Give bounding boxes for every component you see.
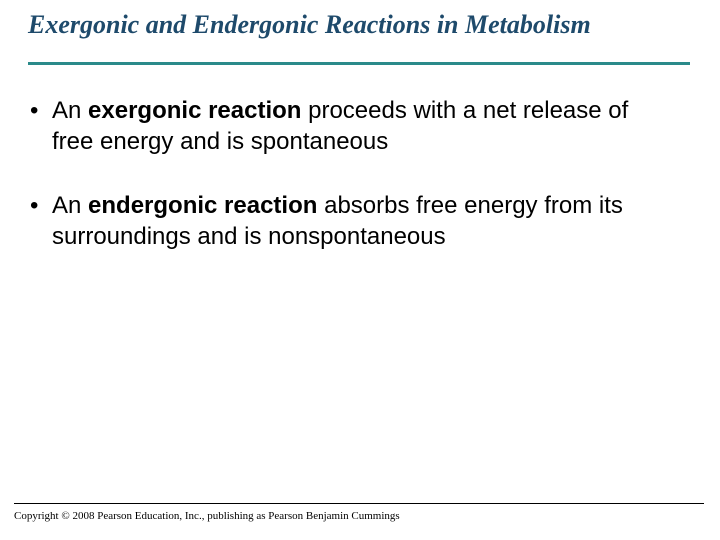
slide-body: • An exergonic reaction proceeds with a … — [28, 96, 672, 287]
bullet-text: An exergonic reaction proceeds with a ne… — [52, 96, 672, 157]
slide-title: Exergonic and Endergonic Reactions in Me… — [28, 10, 692, 40]
bullet-marker: • — [28, 191, 52, 222]
footer-rule — [14, 503, 704, 504]
bullet-prefix: An — [52, 97, 88, 124]
bullet-text: An endergonic reaction absorbs free ener… — [52, 191, 672, 252]
title-underline — [28, 62, 690, 65]
copyright-text: Copyright © 2008 Pearson Education, Inc.… — [14, 510, 400, 522]
bullet-item: • An exergonic reaction proceeds with a … — [28, 96, 672, 157]
bullet-bold-term: exergonic reaction — [88, 97, 301, 124]
bullet-prefix: An — [52, 192, 88, 219]
bullet-marker: • — [28, 96, 52, 127]
bullet-item: • An endergonic reaction absorbs free en… — [28, 191, 672, 252]
bullet-bold-term: endergonic reaction — [88, 192, 317, 219]
